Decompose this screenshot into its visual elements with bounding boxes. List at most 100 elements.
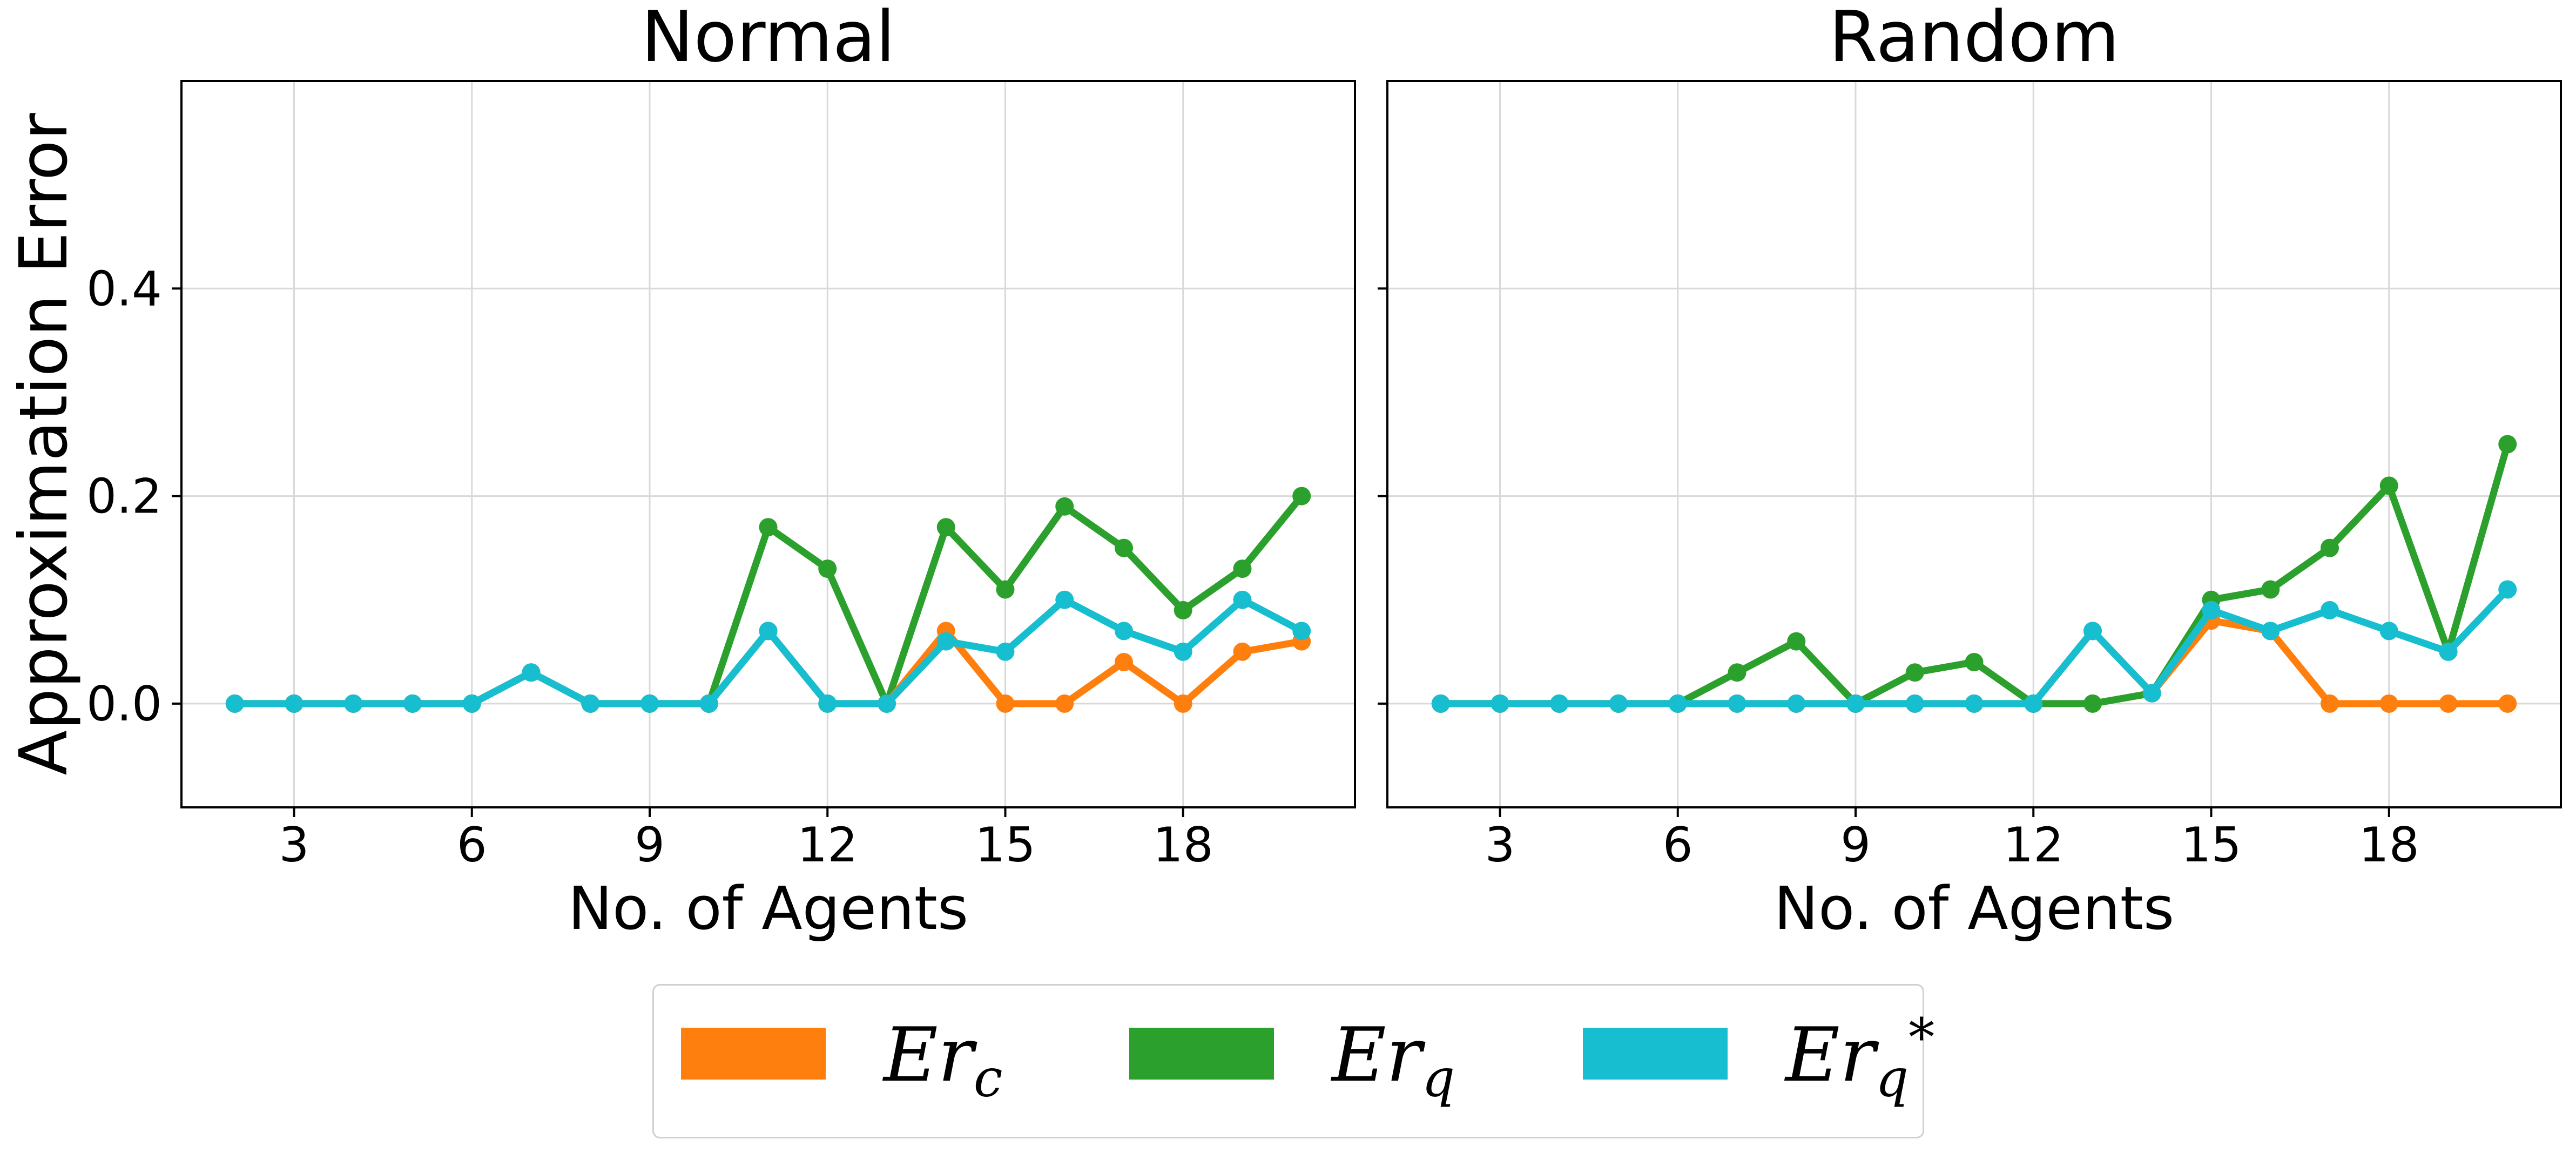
data-point-er-q-star bbox=[936, 632, 955, 651]
data-point-er-q bbox=[996, 580, 1015, 599]
x-tick-label: 18 bbox=[1153, 817, 1213, 873]
data-point-er-q bbox=[1905, 663, 1924, 682]
data-point-er-q-star bbox=[403, 694, 422, 713]
data-point-er-q-star bbox=[1905, 694, 1924, 713]
x-axis-label: No. of Agents bbox=[568, 874, 968, 943]
data-point-er-q bbox=[1787, 632, 1806, 651]
data-point-er-q bbox=[2083, 694, 2102, 713]
data-point-er-q-star bbox=[1787, 694, 1806, 713]
data-point-er-q-star bbox=[2320, 601, 2339, 619]
data-point-er-q bbox=[1233, 559, 1252, 578]
data-point-er-q-star bbox=[640, 694, 659, 713]
x-tick-label: 15 bbox=[2181, 817, 2241, 873]
series-line-er-c bbox=[231, 627, 1305, 707]
y-axis-label: Approximation Error bbox=[5, 113, 82, 776]
y-tick-label: 0.2 bbox=[86, 469, 162, 524]
panel-random: 3 6 9 12 15 18 Random No. of Agents bbox=[1378, 0, 2562, 943]
data-point-er-q-star bbox=[996, 642, 1015, 661]
data-point-er-q-star bbox=[2202, 601, 2221, 619]
legend-label-er-q-star: Erq* bbox=[1785, 1007, 1935, 1109]
x-tick-label: 12 bbox=[797, 817, 858, 873]
data-point-er-c bbox=[2379, 694, 2398, 713]
data-point-er-q-star bbox=[1114, 622, 1133, 640]
data-point-er-q-star bbox=[285, 694, 304, 713]
data-point-er-c bbox=[1233, 642, 1252, 661]
y-tick-label: 0.0 bbox=[86, 676, 162, 732]
data-point-er-q bbox=[936, 518, 955, 537]
data-point-er-q bbox=[1292, 487, 1311, 505]
data-point-er-q-star bbox=[225, 694, 244, 713]
data-point-er-q-star bbox=[2142, 684, 2161, 703]
x-tick-label: 15 bbox=[975, 817, 1035, 873]
data-point-er-q-star bbox=[1292, 622, 1311, 640]
data-point-er-q bbox=[759, 518, 778, 537]
x-tick-label: 3 bbox=[279, 817, 309, 873]
data-point-er-q-star bbox=[1431, 694, 1450, 713]
data-point-er-q-star bbox=[1174, 642, 1192, 661]
data-point-er-q-star bbox=[2024, 694, 2043, 713]
data-point-er-q-star bbox=[1609, 694, 1628, 713]
legend-swatch-er-q-star bbox=[1583, 1028, 1728, 1080]
legend-label-er-q: Erq bbox=[1332, 1012, 1455, 1109]
data-point-er-q bbox=[1174, 601, 1192, 619]
x-tick-label: 6 bbox=[457, 817, 487, 873]
data-point-er-q-star bbox=[1965, 694, 1984, 713]
data-point-er-c bbox=[2320, 694, 2339, 713]
data-point-er-q-star bbox=[1728, 694, 1746, 713]
data-point-er-q-star bbox=[2261, 622, 2280, 640]
series-line-er-q-star bbox=[1437, 586, 2511, 707]
data-point-er-q bbox=[1728, 663, 1746, 682]
x-tick-label: 3 bbox=[1485, 817, 1515, 873]
legend-swatch-er-q bbox=[1129, 1028, 1274, 1080]
data-point-er-q-star bbox=[522, 663, 541, 682]
data-point-er-q-star bbox=[1668, 694, 1687, 713]
data-point-er-q-star bbox=[1491, 694, 1509, 713]
x-tick-label: 6 bbox=[1663, 817, 1693, 873]
axes-frame bbox=[1386, 80, 2562, 808]
x-tick-label: 12 bbox=[2003, 817, 2064, 873]
data-point-er-q bbox=[2379, 476, 2398, 495]
data-point-er-c bbox=[2439, 694, 2458, 713]
panel-title: Random bbox=[1829, 0, 2119, 78]
panel-normal: 3 6 9 12 15 18 0.0 0.2 0.4 Normal No. of Agents App… bbox=[5, 0, 1356, 943]
data-point-er-q bbox=[1055, 497, 1074, 516]
data-point-er-q bbox=[1114, 538, 1133, 557]
panel-title: Normal bbox=[641, 0, 895, 78]
data-point-er-q bbox=[2261, 580, 2280, 599]
data-point-er-q-star bbox=[1233, 590, 1252, 609]
data-point-er-q-star bbox=[699, 694, 718, 713]
x-tick-label: 18 bbox=[2359, 817, 2419, 873]
data-point-er-c bbox=[1114, 653, 1133, 671]
series-line-er-q-star bbox=[231, 596, 1305, 707]
legend: Erc Erq Erq* bbox=[652, 984, 1934, 1138]
data-point-er-q bbox=[818, 559, 837, 578]
data-point-er-q-star bbox=[2083, 622, 2102, 640]
data-point-er-q-star bbox=[581, 694, 600, 713]
data-point-er-q-star bbox=[1846, 694, 1865, 713]
data-point-er-c bbox=[1055, 694, 1074, 713]
data-point-er-q bbox=[1965, 653, 1984, 671]
data-point-er-q-star bbox=[759, 622, 778, 640]
data-point-er-q-star bbox=[2379, 622, 2398, 640]
legend-label-er-c: Erc bbox=[884, 1012, 1003, 1109]
data-point-er-q-star bbox=[1055, 590, 1074, 609]
data-point-er-q-star bbox=[2498, 580, 2517, 599]
x-tick-label: 9 bbox=[635, 817, 665, 873]
x-axis-label: No. of Agents bbox=[1774, 874, 2174, 943]
data-point-er-q bbox=[2320, 538, 2339, 557]
data-point-er-c bbox=[1174, 694, 1192, 713]
data-point-er-q-star bbox=[2439, 642, 2458, 661]
data-point-er-q-star bbox=[344, 694, 363, 713]
axes-frame bbox=[180, 80, 1356, 808]
legend-swatch-er-c bbox=[681, 1028, 826, 1080]
data-point-er-c bbox=[2498, 694, 2517, 713]
data-point-er-q-star bbox=[1550, 694, 1569, 713]
data-point-er-q-star bbox=[462, 694, 481, 713]
y-tick-label: 0.4 bbox=[86, 261, 162, 316]
x-tick-label: 9 bbox=[1840, 817, 1871, 873]
data-point-er-q bbox=[2498, 435, 2517, 454]
data-point-er-c bbox=[996, 694, 1015, 713]
data-point-er-q-star bbox=[877, 694, 896, 713]
data-point-er-q-star bbox=[818, 694, 837, 713]
